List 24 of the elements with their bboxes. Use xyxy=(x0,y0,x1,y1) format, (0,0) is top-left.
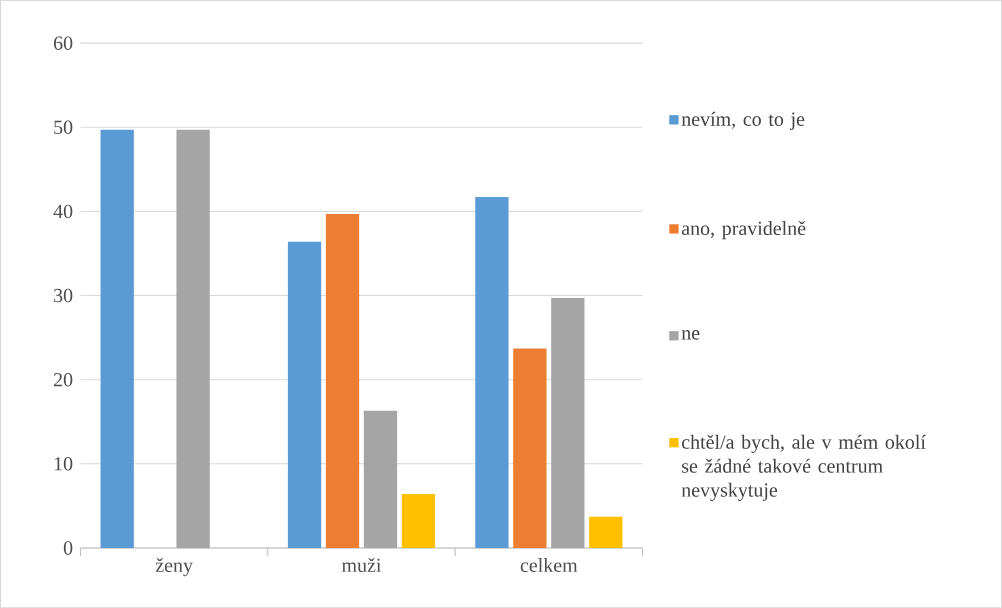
x-tick-label: ženy xyxy=(155,557,193,576)
legend-label: ne xyxy=(681,329,700,340)
bar xyxy=(287,241,322,548)
y-tick-label: 40 xyxy=(53,204,73,218)
legend-label: nevím, co to je xyxy=(681,111,805,130)
y-tick-label: 60 xyxy=(53,36,73,50)
bar xyxy=(100,129,134,548)
x-tick-label: muži xyxy=(341,557,382,572)
bar xyxy=(475,196,509,548)
legend-label: ano, pravidelně xyxy=(681,220,806,239)
bar xyxy=(176,129,210,548)
bar xyxy=(363,410,398,548)
y-tick-label: 30 xyxy=(54,288,73,303)
bar xyxy=(401,493,436,548)
bar xyxy=(513,348,547,548)
y-tick-label: 50 xyxy=(54,120,73,134)
legend-label: chtěl/a bych, ale v mém okolí se žádné takové centrum nevyskytuje xyxy=(681,434,926,501)
y-tick-label: 20 xyxy=(53,372,73,387)
y-tick-label: 0 xyxy=(63,540,73,555)
x-tick-label: celkem xyxy=(520,557,578,572)
bar xyxy=(589,516,623,548)
y-tick-label: 10 xyxy=(54,456,73,471)
bar xyxy=(551,297,585,548)
bar xyxy=(325,213,360,548)
